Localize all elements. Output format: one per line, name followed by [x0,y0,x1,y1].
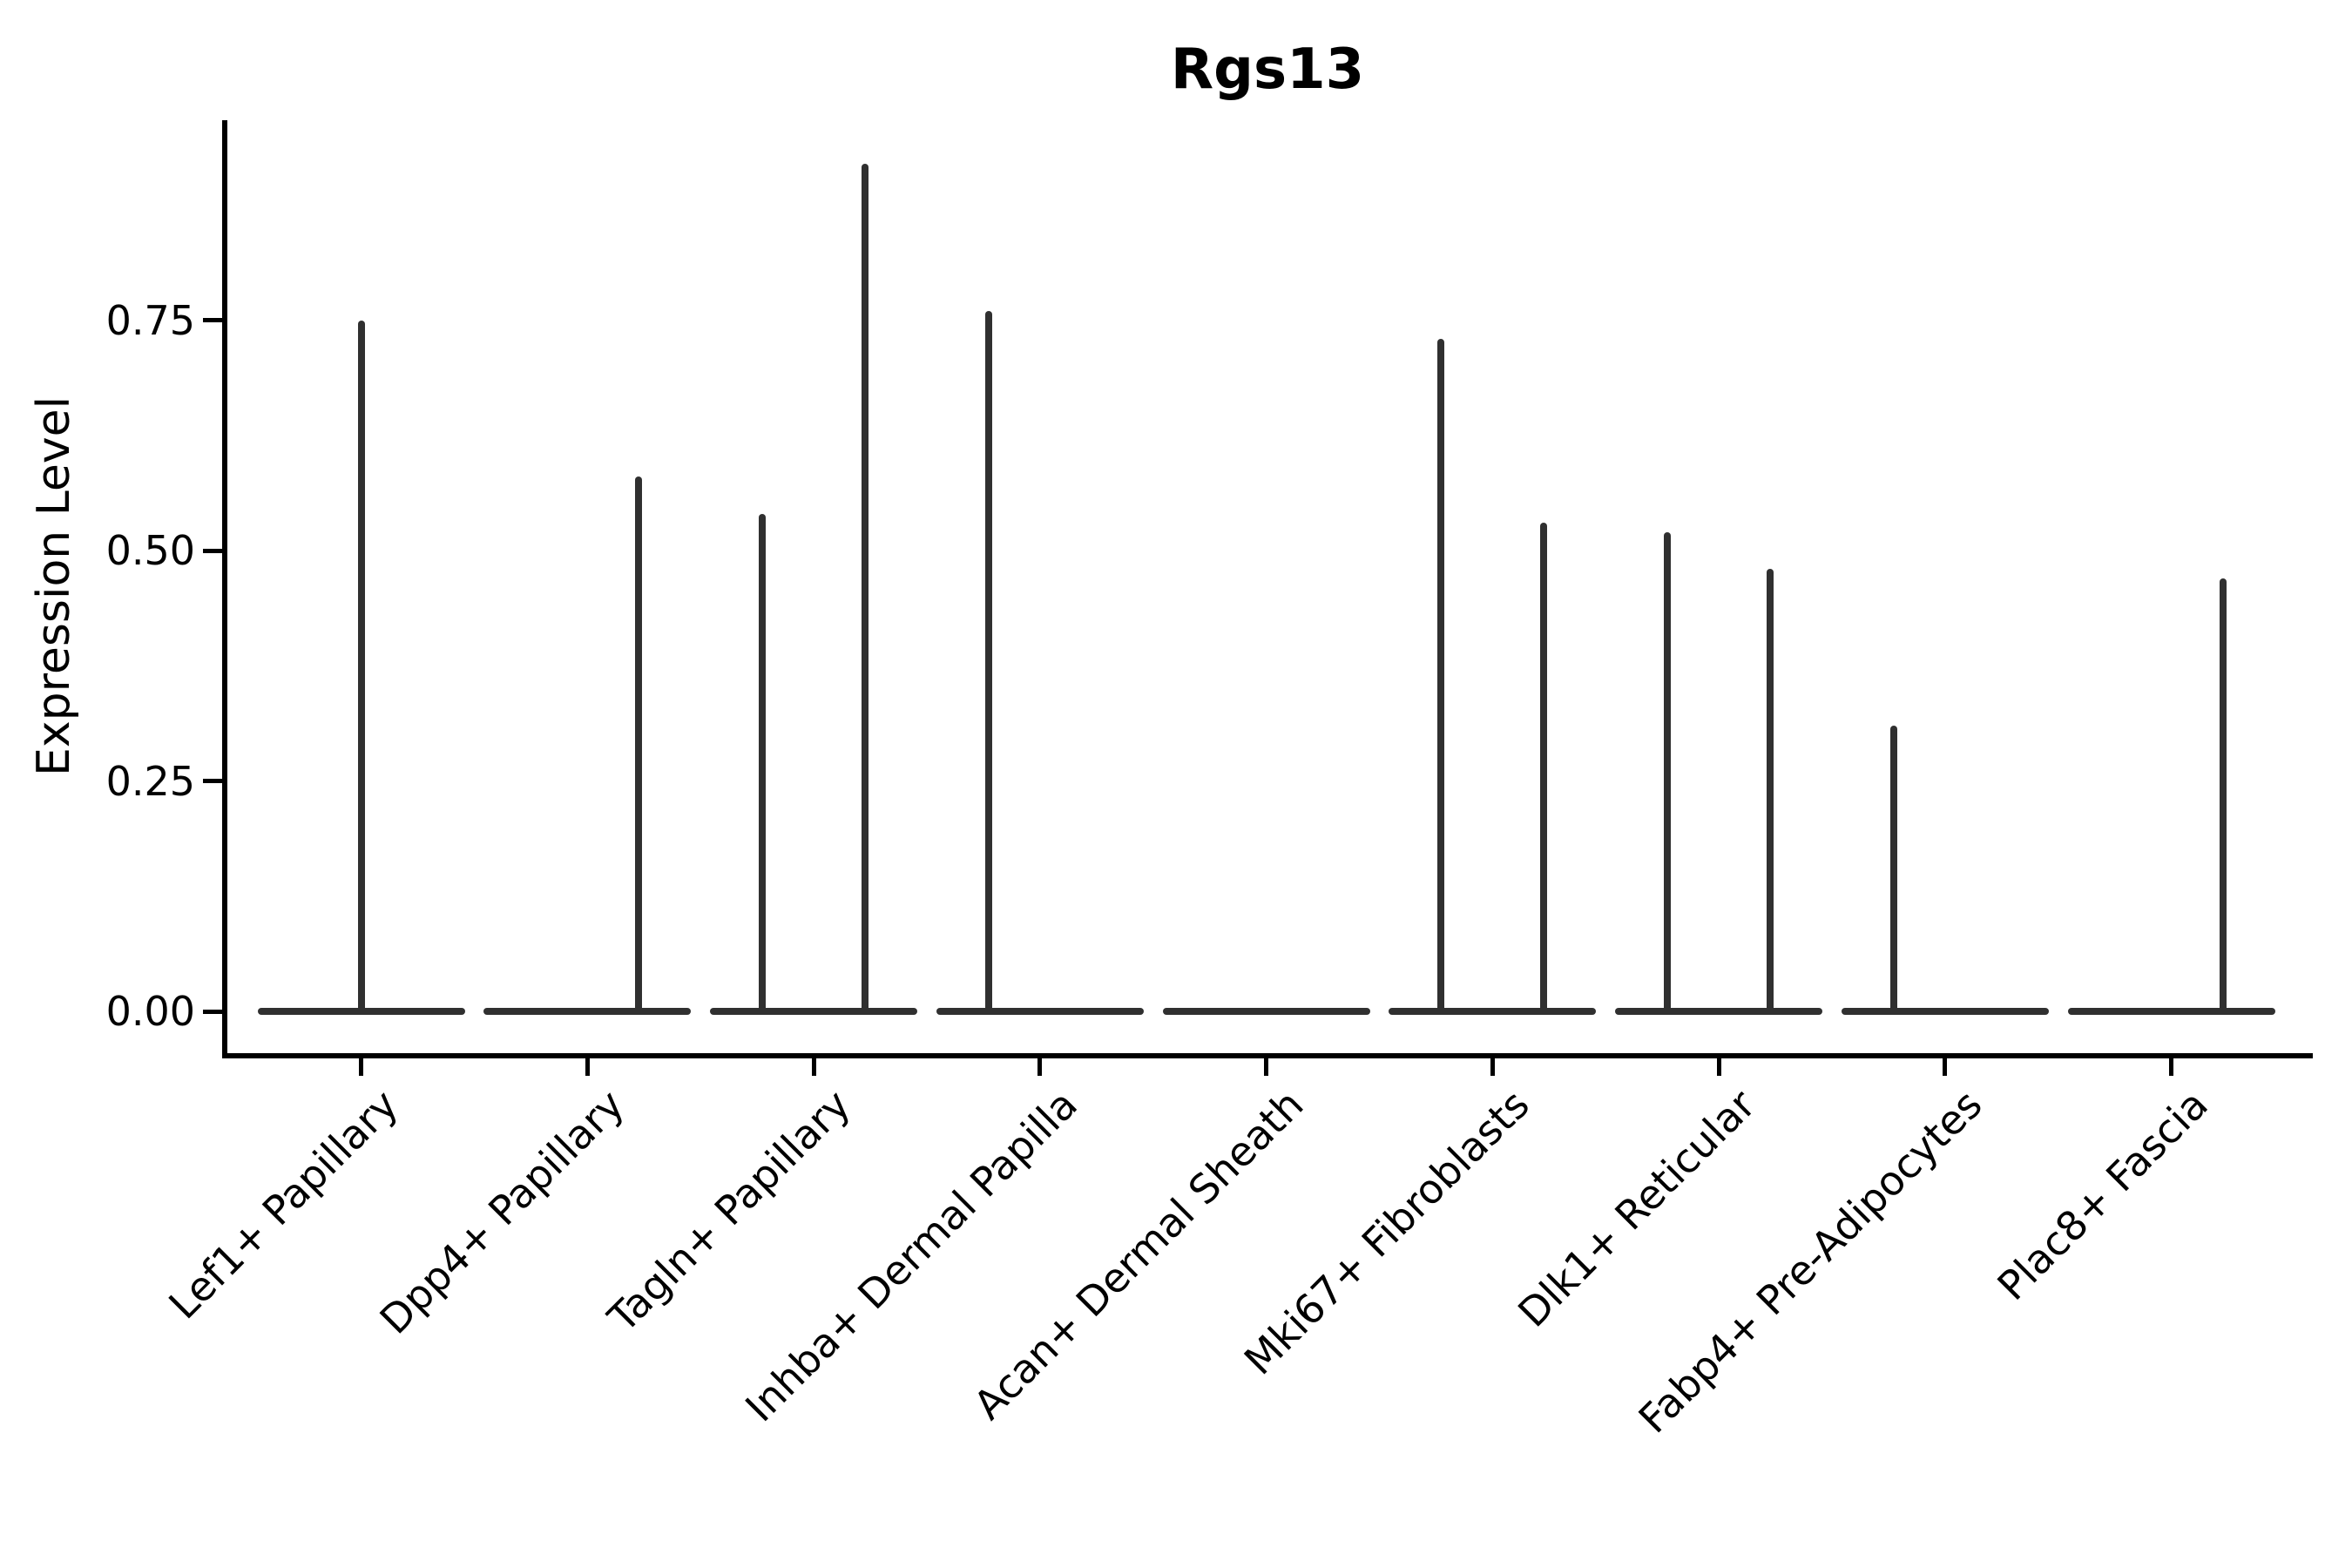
violin-spike [635,476,643,1015]
x-axis-spine [222,1053,2313,1058]
y-tick-mark [203,779,222,783]
violin-baseline [2067,1008,2275,1015]
x-tick-label: Dlk1+ Reticular [1509,1080,1765,1336]
x-tick-mark [2169,1058,2173,1076]
y-tick-mark [203,318,222,322]
violin-baseline [1162,1008,1370,1015]
y-tick-label: 0.00 [105,988,195,1035]
plot-title: Rgs13 [1170,37,1365,102]
y-axis-label: Expression Level [28,395,80,777]
x-tick-label: Lef1+ Papillary [159,1080,408,1328]
violin-spike [984,310,992,1015]
violin-spike [759,513,766,1015]
violin-spike [862,163,868,1015]
x-tick-mark [359,1058,363,1076]
violin-spike [1889,726,1897,1015]
x-tick-mark [1943,1058,1948,1076]
violin-spike [1664,531,1671,1015]
x-tick-mark [1490,1058,1495,1076]
violin-baseline [483,1008,692,1015]
x-tick-label: Dpp4+ Papillary [370,1080,634,1343]
x-tick-mark [811,1058,816,1076]
x-tick-mark [585,1058,590,1076]
x-tick-mark [1264,1058,1268,1076]
y-tick-label: 0.75 [105,296,195,344]
violin-spike [1767,569,1774,1015]
y-tick-label: 0.50 [105,527,195,574]
x-tick-mark [1716,1058,1721,1076]
x-tick-label: Plac8+ Fascia [1988,1080,2218,1309]
y-tick-label: 0.25 [105,757,195,805]
violin-spike [1540,523,1548,1015]
violin-baseline [936,1008,1144,1015]
x-tick-label: Tagln+ Papillary [598,1080,860,1342]
violin-baseline [710,1008,917,1015]
violin-spike [357,320,365,1015]
x-tick-mark [1037,1058,1043,1076]
violin-spike [2219,578,2227,1015]
y-tick-mark [203,1009,222,1014]
violin-baseline [1389,1008,1597,1015]
violin-baseline [1615,1008,1822,1015]
y-tick-mark [203,548,222,553]
violin-baseline [1841,1008,2049,1015]
violin-spike [1437,338,1445,1015]
y-axis-spine [222,120,227,1058]
